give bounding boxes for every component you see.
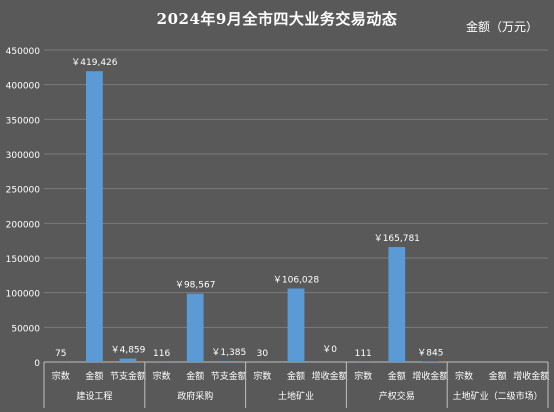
x-tick-label: 宗数 <box>52 370 70 382</box>
bar <box>119 358 137 362</box>
data-label: 116 <box>153 349 170 359</box>
x-tick-label: 增收金额 <box>412 370 448 382</box>
y-tick-label: 0 <box>34 359 40 369</box>
x-tick-label: 宗数 <box>253 370 271 382</box>
x-tick-label: 金额 <box>85 370 103 382</box>
data-label: ￥0 <box>322 345 337 355</box>
data-label: ￥419,426 <box>71 58 117 68</box>
x-tick-label: 金额 <box>287 370 305 382</box>
bar <box>388 247 406 362</box>
bar <box>422 361 439 362</box>
y-tick-label: 400000 <box>6 82 41 92</box>
group-label: 建设工程 <box>76 390 112 402</box>
x-tick-label: 宗数 <box>354 370 372 382</box>
x-tick-label: 宗数 <box>455 370 473 382</box>
bar <box>287 288 305 362</box>
x-tick-label: 增收金额 <box>312 370 348 382</box>
y-tick-label: 100000 <box>6 290 41 300</box>
y-tick-label: 250000 <box>6 186 41 196</box>
y-tick-label: 50000 <box>11 324 40 334</box>
group-label: 产权交易 <box>379 390 415 402</box>
data-label: ￥1,385 <box>211 348 246 358</box>
y-tick-label: 450000 <box>6 47 41 57</box>
bar <box>220 361 238 362</box>
unit-label: 金额（万元） <box>465 20 538 34</box>
x-tick-label: 金额 <box>388 370 406 382</box>
data-label: ￥98,567 <box>175 281 216 291</box>
y-tick-label: 150000 <box>6 255 41 265</box>
y-tick-label: 350000 <box>6 116 41 126</box>
data-label: 30 <box>257 349 269 359</box>
group-label: 政府采购 <box>177 390 213 402</box>
chart-title: 2024年9月全市四大业务交易动态 <box>156 10 398 28</box>
bar <box>86 71 103 363</box>
y-tick-label: 300000 <box>6 151 41 161</box>
data-label: ￥165,781 <box>374 234 420 244</box>
x-tick-label: 金额 <box>186 370 204 382</box>
x-tick-label: 金额 <box>489 370 507 382</box>
y-tick-label: 200000 <box>6 220 41 230</box>
x-tick-label: 增收金额 <box>513 370 549 382</box>
x-tick-label: 宗数 <box>153 370 171 382</box>
data-label: ￥4,859 <box>111 346 146 356</box>
bar <box>186 293 204 362</box>
data-label: 111 <box>355 349 372 359</box>
data-label: ￥106,028 <box>273 275 319 285</box>
group-label: 土地矿业（二级市场） <box>453 390 543 402</box>
x-tick-label: 节支金额 <box>211 370 247 382</box>
group-label: 土地矿业 <box>278 390 314 402</box>
x-tick-label: 节支金额 <box>110 370 146 382</box>
data-label: ￥845 <box>417 348 443 358</box>
data-label: 75 <box>55 349 66 359</box>
